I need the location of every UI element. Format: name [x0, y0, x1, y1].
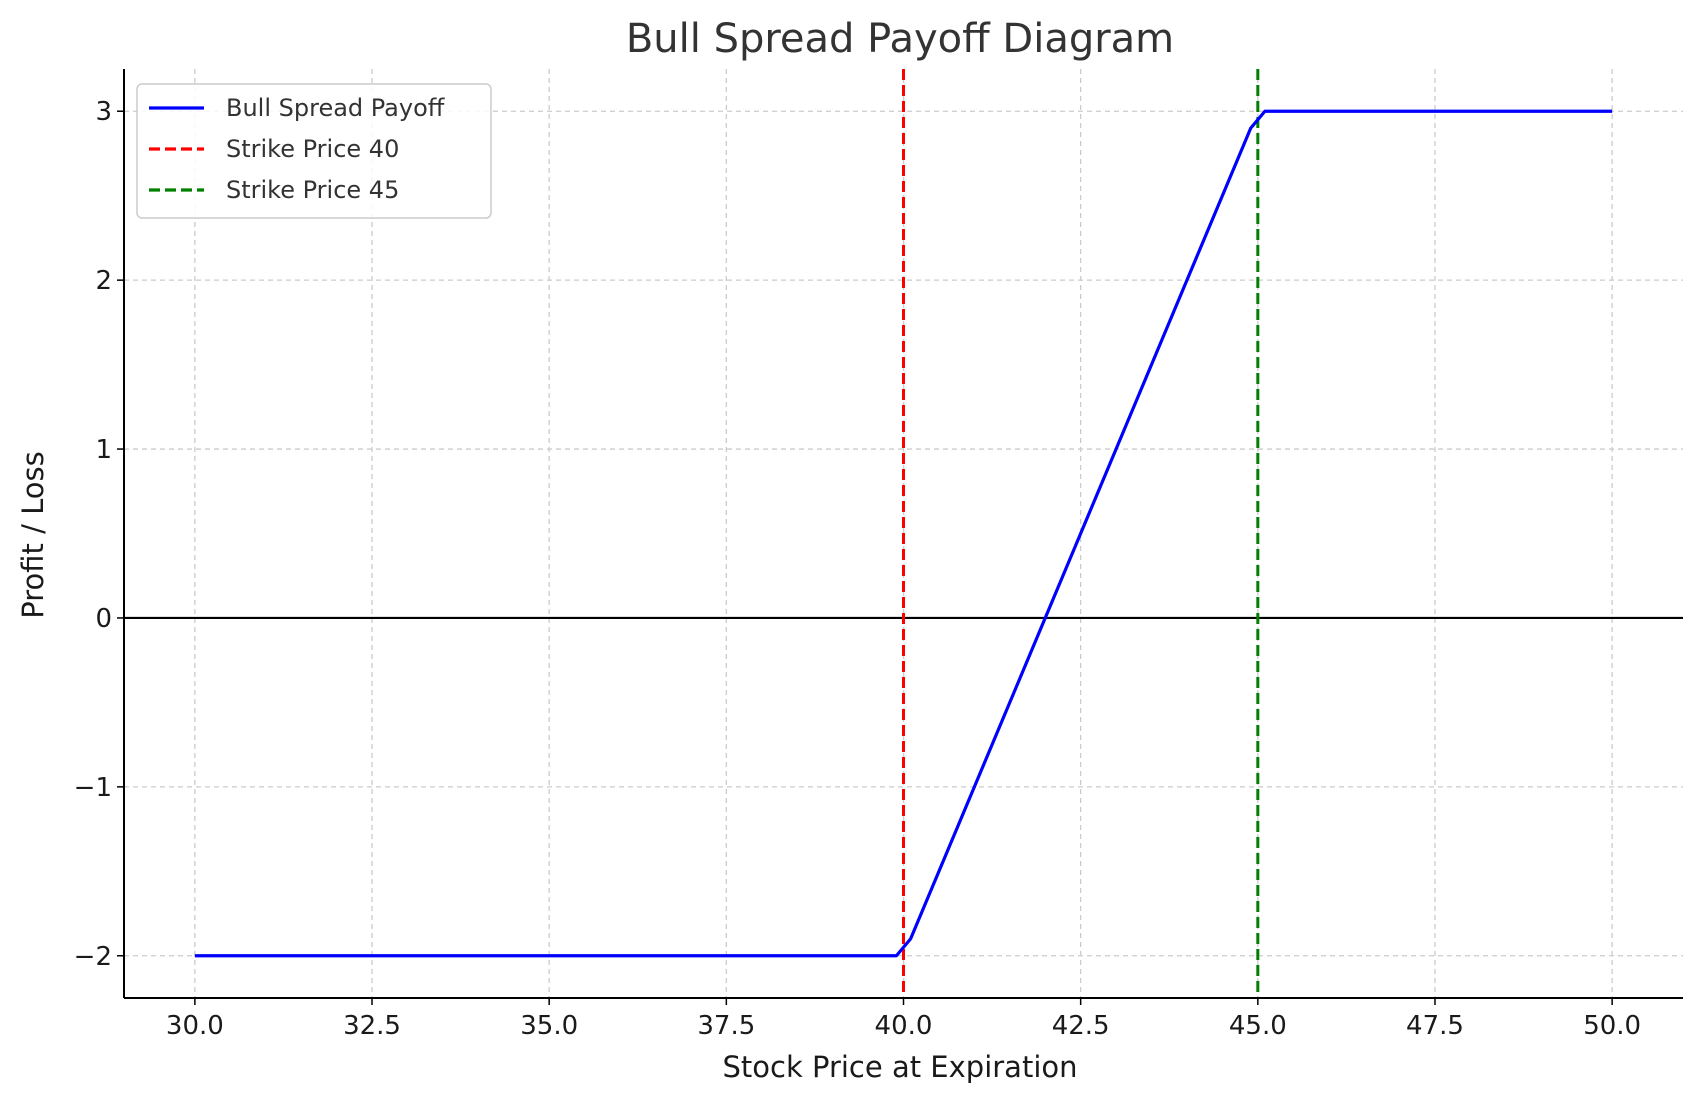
legend-box: [136, 83, 492, 219]
y-tick-label: 2: [95, 266, 112, 296]
x-tick-label: 50.0: [1583, 1011, 1641, 1041]
y-tick-label: −1: [74, 773, 112, 803]
legend-label: Bull Spread Payoff: [226, 94, 445, 122]
x-ticks: 30.0 32.5 35.0 37.5 40.0 42.5 45.0 47.5 50.0: [166, 998, 1641, 1041]
x-tick-label: 42.5: [1052, 1011, 1110, 1041]
y-tick-label: 1: [95, 435, 112, 465]
y-tick-label: −2: [74, 942, 112, 972]
x-tick-label: 30.0: [166, 1011, 224, 1041]
y-tick-label: 0: [95, 604, 112, 634]
x-tick-label: 37.5: [697, 1011, 755, 1041]
chart-title: Bull Spread Payoff Diagram: [626, 16, 1174, 62]
y-tick-label: 3: [95, 97, 112, 127]
y-ticks: −2 −1 0 1 2 3: [74, 97, 124, 972]
x-tick-label: 32.5: [343, 1011, 401, 1041]
y-axis-label: Profit / Loss: [16, 451, 50, 618]
legend-label: Strike Price 40: [226, 135, 399, 163]
x-tick-label: 40.0: [875, 1011, 933, 1041]
x-tick-label: 45.0: [1229, 1011, 1287, 1041]
x-tick-label: 35.0: [520, 1011, 578, 1041]
series-group: [194, 109, 1613, 958]
legend-label: Strike Price 45: [226, 176, 399, 204]
strike-lines: [902, 69, 1260, 998]
series-line-bull-spread-payoff: [194, 109, 1613, 958]
x-tick-label: 47.5: [1406, 1011, 1464, 1041]
x-axis-label: Stock Price at Expiration: [723, 1050, 1078, 1084]
legend: Bull Spread Payoff Strike Price 40 Strike …: [136, 83, 492, 219]
